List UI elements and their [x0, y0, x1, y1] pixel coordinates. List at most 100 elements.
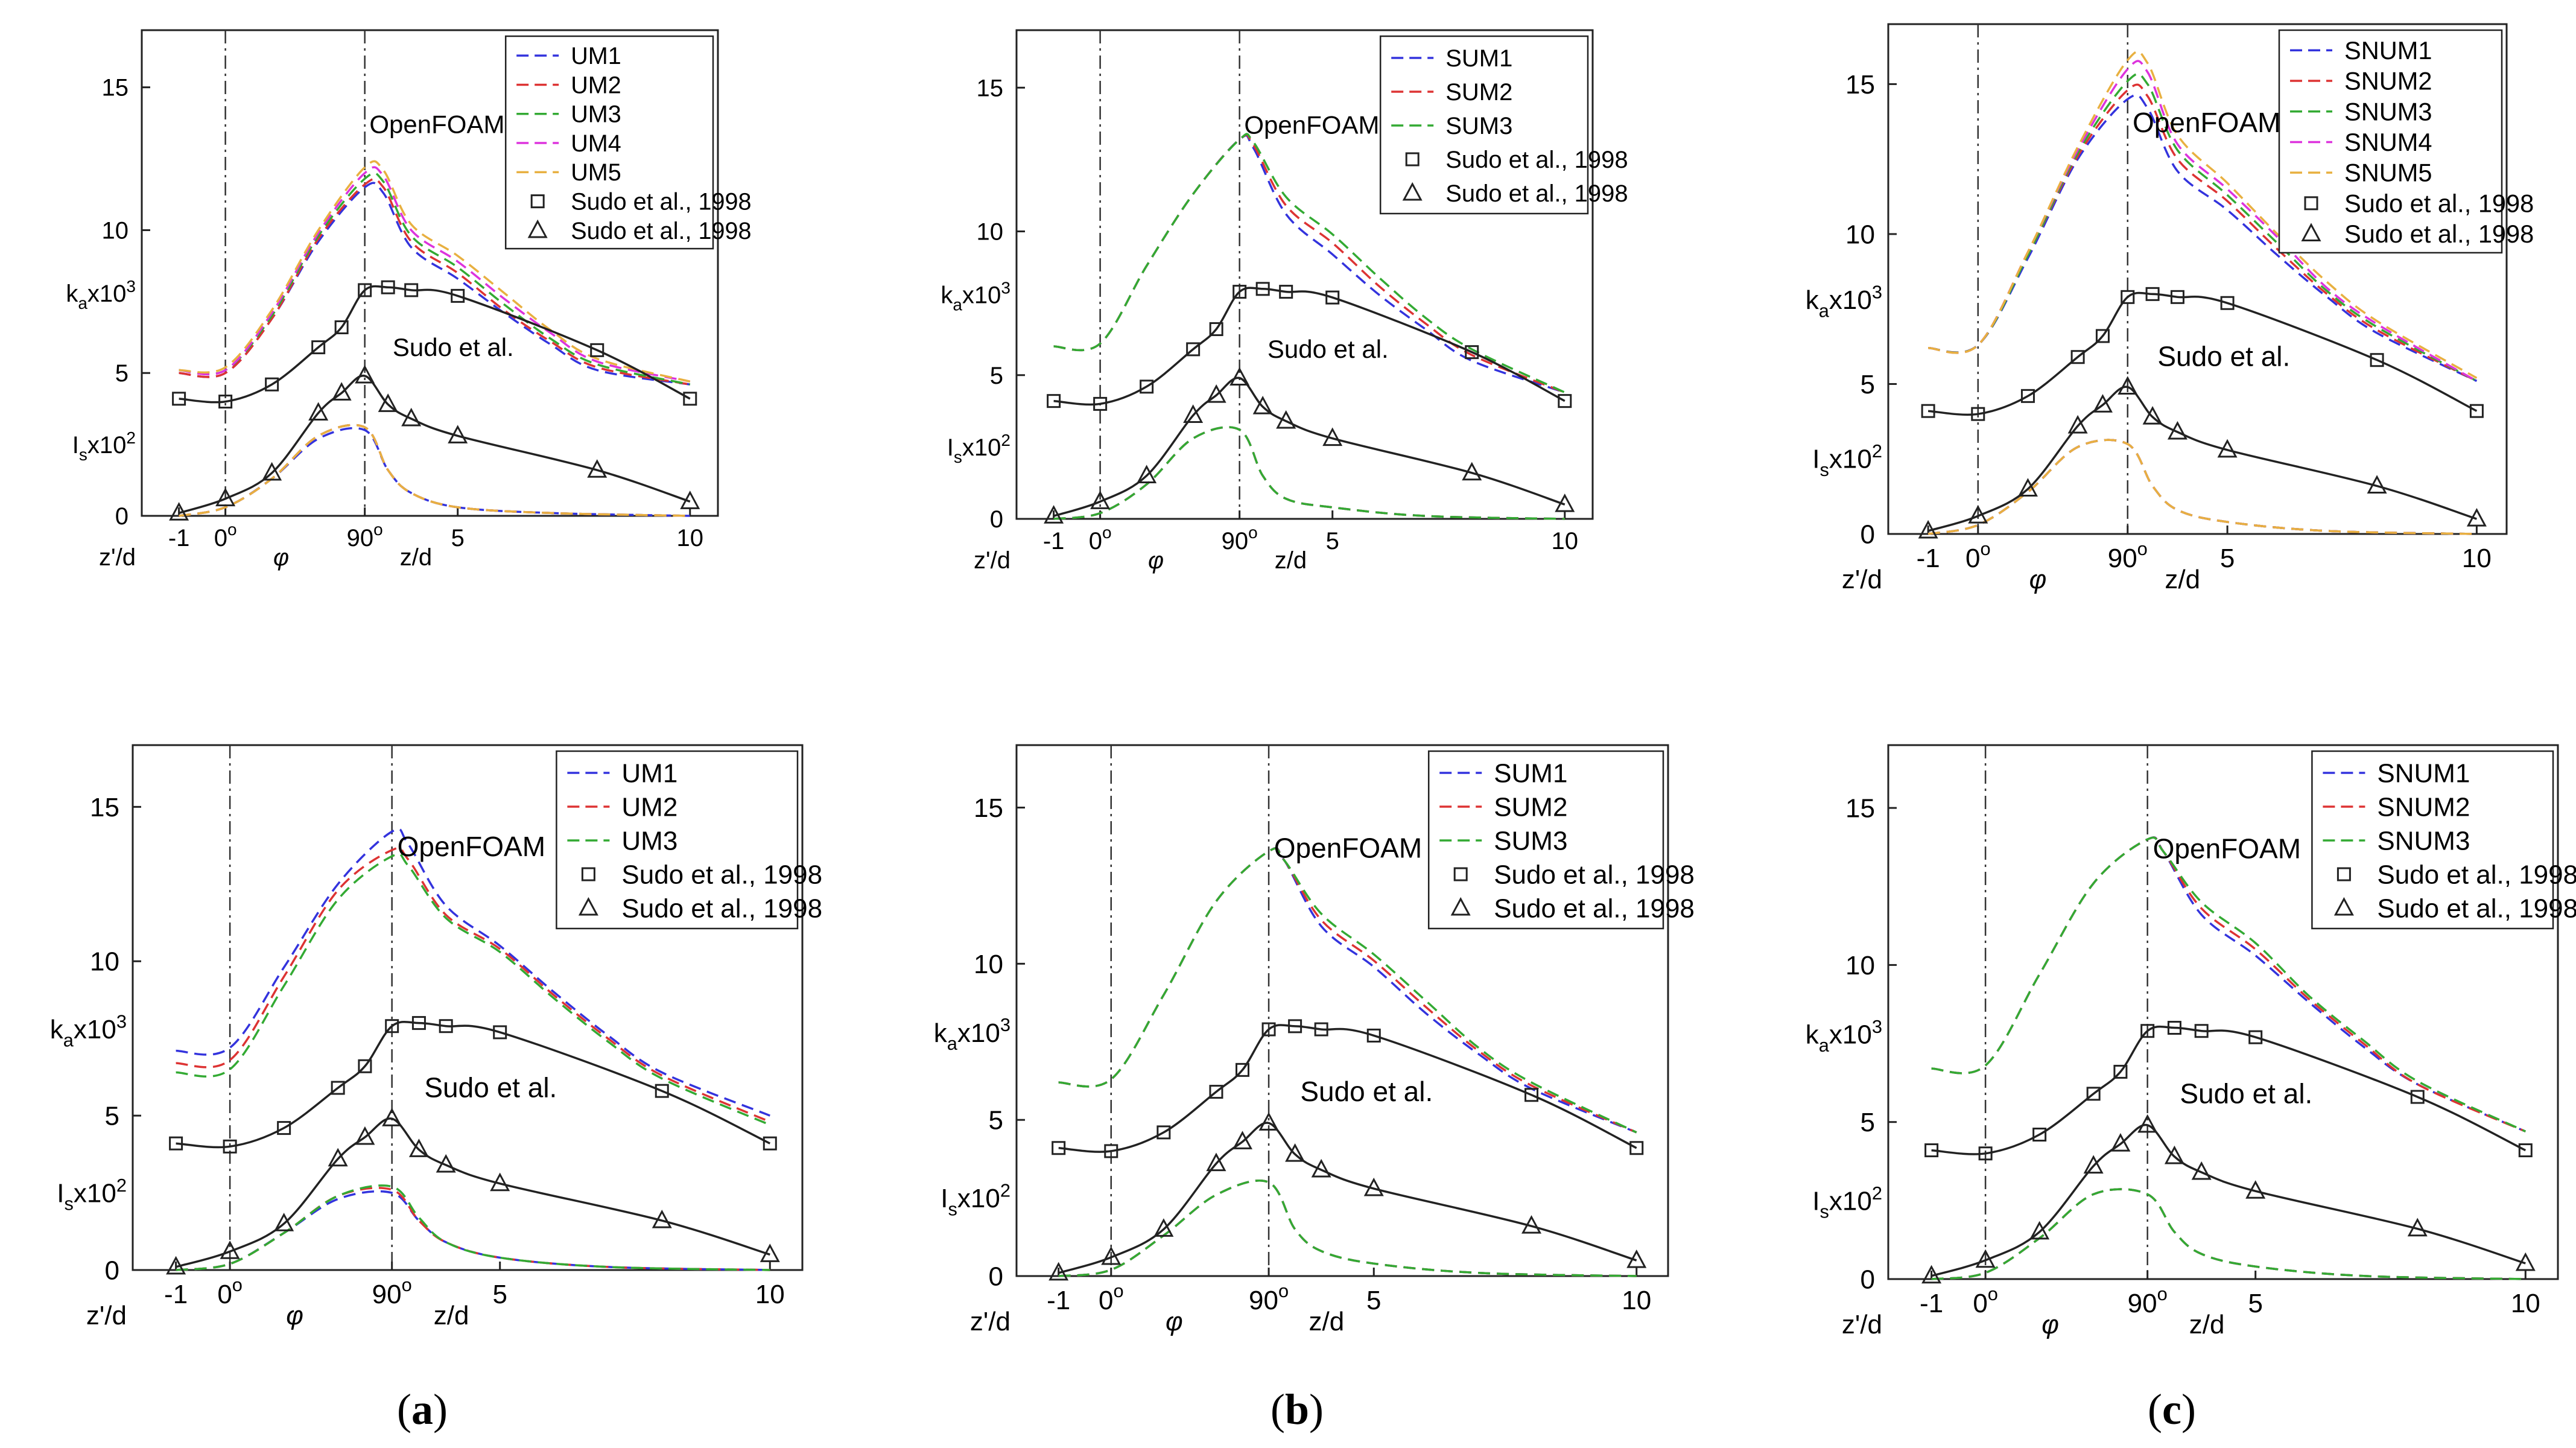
ylabel-part: a [63, 1029, 74, 1050]
sudo-ls-marker [587, 459, 608, 478]
sudo-ls-marker [2029, 1221, 2050, 1240]
ylabel-ls: Isx102 [1812, 440, 1882, 480]
ylabel-part: x10 [1829, 285, 1872, 315]
series-line-SUM1-ls [1058, 1180, 1637, 1277]
sudo-ka-marker [1314, 1022, 1328, 1037]
sudo-ka-marker [451, 288, 465, 303]
caption-c-open: ( [2148, 1385, 2163, 1434]
ylabel-ka: kax103 [934, 1014, 1010, 1054]
sudo-ls-marker [328, 1148, 348, 1167]
sudo-ka-marker [172, 392, 186, 406]
xtick-label: -1 [1047, 1286, 1070, 1315]
sudo-ka-marker [334, 320, 349, 334]
ylabel-part: 3 [1872, 282, 1882, 303]
caption-b: (b) [1237, 1385, 1357, 1435]
annotation-sudo-et-al: Sudo et al. [393, 333, 514, 361]
degree-sup: o [1980, 538, 1990, 559]
ylabel-part: 2 [1872, 1183, 1882, 1204]
legend-label: Sudo et al., 1998 [621, 860, 822, 889]
ylabel-part: I [1812, 445, 1819, 474]
xlabel-zprime: z'/d [99, 544, 136, 571]
sudo-ls-curve [176, 1117, 770, 1268]
sudo-ka-marker [2020, 389, 2035, 403]
series-line-UM5-ls [179, 424, 690, 517]
ylabel-part: I [72, 432, 79, 459]
xtick-label: 90o [347, 520, 383, 551]
ylabel-part: 3 [1872, 1016, 1882, 1037]
sudo-ka-marker [1524, 1088, 1539, 1102]
caption-c-letter: c [2162, 1385, 2181, 1434]
caption-c: (c) [2111, 1385, 2232, 1435]
sudo-ls-marker [2110, 1132, 2131, 1152]
sudo-ls-marker [1101, 1246, 1121, 1265]
legend-swatch-triangle [1450, 897, 1471, 916]
xtick-label: 0o [217, 1274, 243, 1309]
sudo-ls-marker [1206, 384, 1226, 403]
series-line-UM2-ka [176, 846, 770, 1123]
ylabel-part: k [941, 282, 953, 309]
ylabel-part: s [948, 1198, 957, 1219]
xlabel-zprime: z'/d [1842, 565, 1882, 594]
sudo-ls-marker [1048, 1262, 1069, 1281]
sudo-ka-marker [1047, 394, 1061, 408]
sudo-ka-marker [2121, 290, 2135, 304]
sudo-ka-marker [1924, 1143, 1939, 1158]
sudo-ls-marker [1921, 1265, 1942, 1284]
sudo-ka-marker [2167, 1021, 2181, 1035]
legend-label: Sudo et al., 1998 [2344, 220, 2534, 248]
ylabel-part: 2 [1000, 1180, 1010, 1201]
sudo-ka-marker [1232, 285, 1247, 299]
xtick-label: -1 [164, 1280, 188, 1309]
sudo-ls-marker [2466, 507, 2487, 527]
sudo-ls-marker [2118, 376, 2138, 395]
sudo-ka-marker [1261, 1022, 1276, 1037]
caption-a-letter: a [411, 1385, 433, 1434]
ylabel-part: a [1819, 300, 1830, 321]
sudo-ls-marker [1252, 396, 1273, 414]
ytick-label: 0 [1861, 1265, 1875, 1294]
xtick-label: 0o [1965, 538, 1991, 573]
legend: SUM1 SUM2 SUM3 Sudo et al., 1998 Sudo et al.… [1379, 35, 1628, 215]
legend-label: SUM3 [1494, 826, 1567, 856]
sudo-ls-marker [2191, 1161, 2212, 1180]
xtick-label: 10 [755, 1280, 785, 1309]
sudo-ls-marker [355, 1126, 375, 1145]
ylabel-part: a [78, 294, 87, 313]
sudo-ka-marker [1104, 1144, 1118, 1158]
sudo-ls-marker [1229, 367, 1250, 386]
legend-label: Sudo et al., 1998 [571, 189, 751, 215]
legend-swatch-triangle [2301, 223, 2321, 242]
degree-sup: o [2157, 1283, 2168, 1304]
sudo-ls-marker [166, 1256, 186, 1275]
sudo-ls-marker [408, 1138, 429, 1157]
sudo-ls-marker [1462, 462, 1482, 481]
legend-swatch-square [581, 867, 595, 881]
sudo-ls-marker [1626, 1249, 1647, 1268]
sudo-ls-marker [308, 402, 329, 421]
degree-sup: o [232, 1274, 243, 1295]
ylabel-part: x10 [962, 434, 1001, 461]
ytick-label: 5 [1861, 1108, 1875, 1137]
sudo-ls-marker [220, 1240, 240, 1259]
xtick-label: 0o [1089, 523, 1112, 554]
sudo-ka-marker [2370, 353, 2384, 367]
xlabel-zprime: z'/d [86, 1301, 127, 1330]
legend-label: Sudo et al., 1998 [1445, 147, 1628, 173]
sudo-ls-marker [2217, 439, 2238, 458]
annotation-sudo-et-al: Sudo et al. [424, 1072, 557, 1103]
degree-sup: o [1988, 1283, 1998, 1304]
degree-sup: o [1102, 523, 1112, 542]
sudo-ls-marker [1918, 519, 1938, 539]
ylabel-part: 3 [1001, 279, 1010, 297]
sudo-ka-marker [2220, 296, 2235, 310]
sudo-ka-marker [223, 1139, 237, 1154]
annotation-openfoam: OpenFOAM [369, 110, 504, 138]
xtick-label: -1 [1917, 544, 1940, 573]
sudo-ka-marker [1093, 396, 1108, 411]
legend: SUM1 SUM2 SUM3 Sudo et al., 1998 Sudo et al.… [1427, 750, 1695, 930]
ytick-label: 15 [102, 75, 129, 101]
